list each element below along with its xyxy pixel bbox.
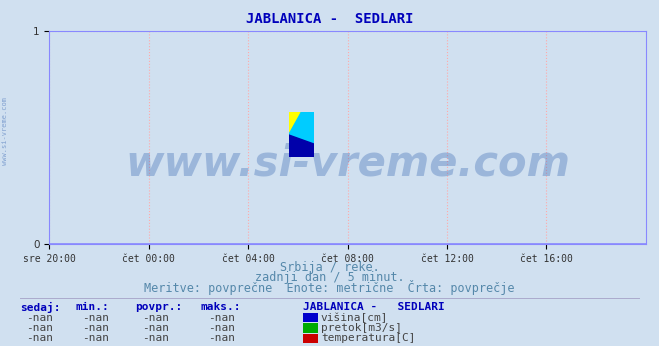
Text: pretok[m3/s]: pretok[m3/s] [321, 323, 402, 333]
Text: -nan: -nan [82, 334, 109, 343]
Text: -nan: -nan [82, 323, 109, 333]
Text: višina[cm]: višina[cm] [321, 312, 388, 323]
Text: -nan: -nan [208, 334, 235, 343]
Text: -nan: -nan [142, 313, 169, 322]
Text: Meritve: povprečne  Enote: metrične  Črta: povprečje: Meritve: povprečne Enote: metrične Črta:… [144, 280, 515, 295]
Text: -nan: -nan [82, 313, 109, 322]
Polygon shape [289, 112, 314, 144]
Text: sedaj:: sedaj: [20, 302, 60, 313]
Text: -nan: -nan [26, 323, 53, 333]
Text: JABLANICA -  SEDLARI: JABLANICA - SEDLARI [246, 12, 413, 26]
Text: www.si-vreme.com: www.si-vreme.com [125, 142, 570, 184]
Text: -nan: -nan [26, 334, 53, 343]
Text: temperatura[C]: temperatura[C] [321, 334, 415, 343]
Text: -nan: -nan [26, 313, 53, 322]
Polygon shape [289, 135, 314, 157]
Text: maks.:: maks.: [201, 302, 241, 312]
Text: zadnji dan / 5 minut.: zadnji dan / 5 minut. [254, 271, 405, 284]
Text: www.si-vreme.com: www.si-vreme.com [2, 98, 9, 165]
Text: Srbija / reke.: Srbija / reke. [279, 261, 380, 274]
Text: -nan: -nan [208, 313, 235, 322]
Text: povpr.:: povpr.: [135, 302, 183, 312]
Polygon shape [289, 112, 301, 135]
Text: -nan: -nan [208, 323, 235, 333]
Text: min.:: min.: [76, 302, 109, 312]
Text: JABLANICA -   SEDLARI: JABLANICA - SEDLARI [303, 302, 445, 312]
Text: -nan: -nan [142, 323, 169, 333]
Text: -nan: -nan [142, 334, 169, 343]
